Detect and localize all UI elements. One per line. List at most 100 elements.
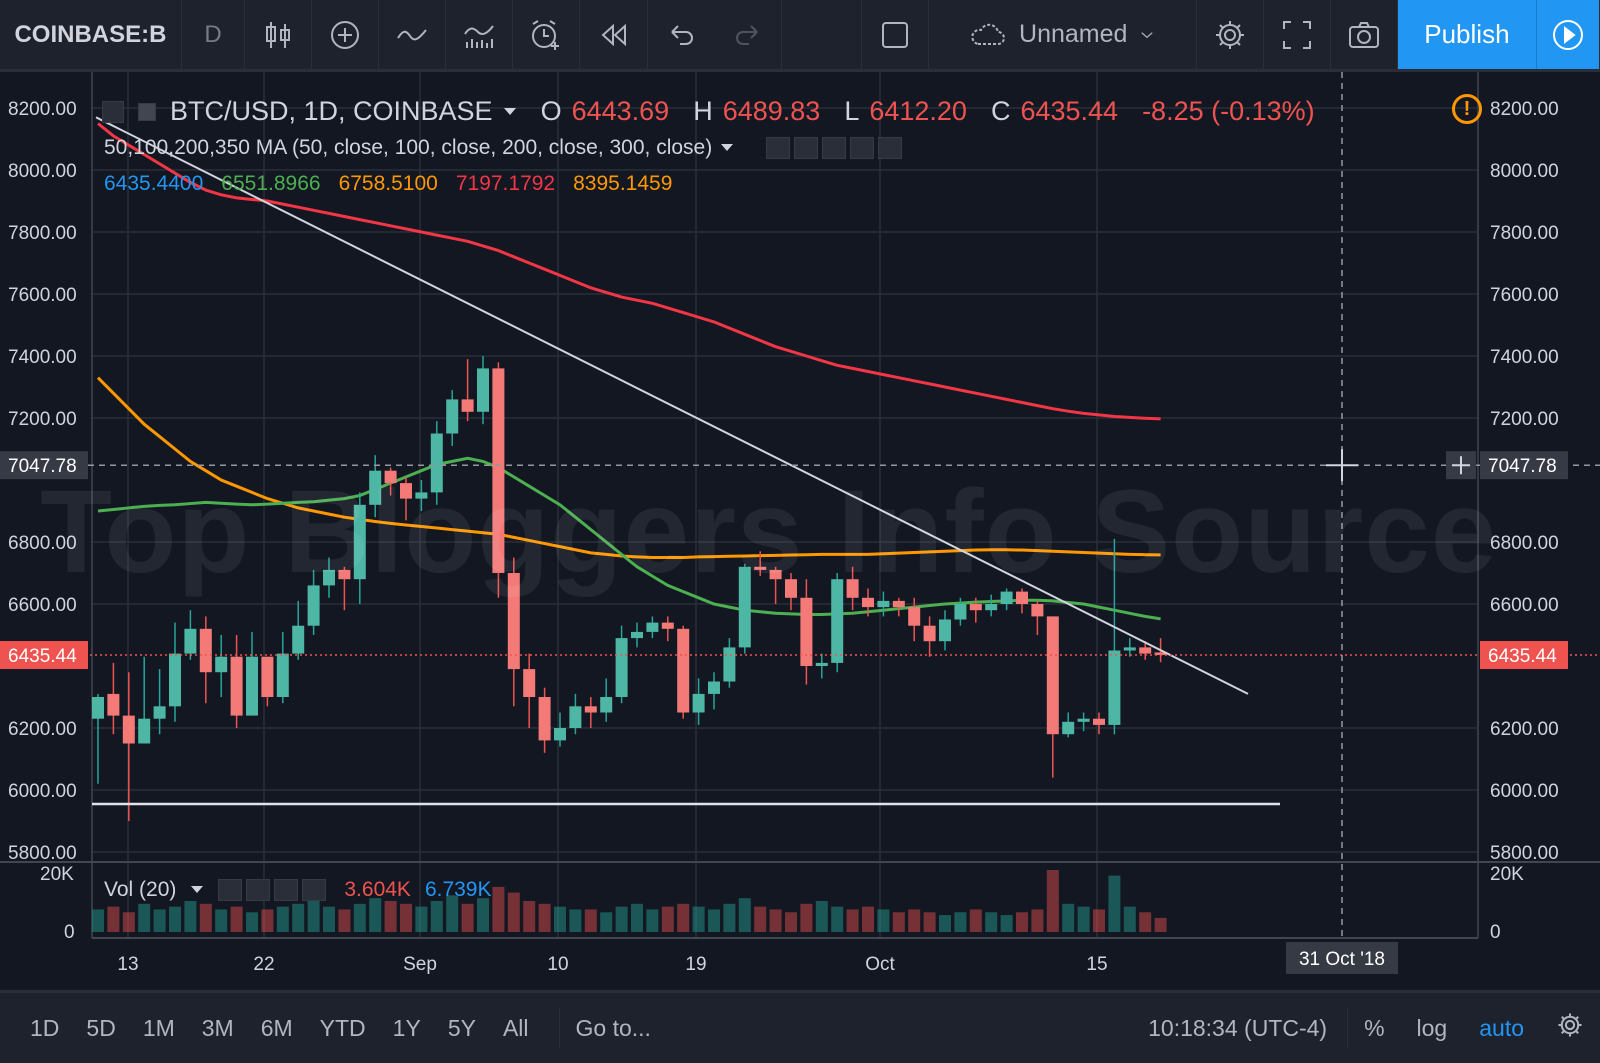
range-6m[interactable]: 6M — [260, 1014, 293, 1041]
chart-background — [0, 72, 1600, 990]
volume-bar — [523, 901, 536, 932]
range-3m[interactable]: 3M — [201, 1014, 234, 1041]
settings-button[interactable] — [1197, 0, 1264, 69]
chevron-down-icon[interactable] — [720, 143, 734, 153]
auto-toggle[interactable]: auto — [1479, 1014, 1524, 1041]
volume-bar — [384, 901, 397, 932]
candle-body — [430, 433, 443, 493]
range-all[interactable]: All — [502, 1014, 529, 1041]
ma-legend: 50,100,200,350 MA (50, close, 100, close… — [104, 136, 906, 160]
publish-button[interactable]: Publish — [1397, 0, 1537, 69]
collapse-icon[interactable] — [102, 100, 124, 123]
vol-value-2: 6.739K — [424, 878, 492, 901]
replay-button[interactable] — [580, 0, 648, 69]
source-icon[interactable] — [822, 137, 847, 160]
volume-bar — [692, 906, 705, 932]
indicators-button[interactable] — [379, 0, 447, 69]
candle-body — [769, 569, 782, 580]
range-1d[interactable]: 1D — [30, 1014, 60, 1041]
price-chart[interactable]: 8200.00 8200.00 8000.00 8000.00 7800.00 7800.… — [0, 72, 1600, 1002]
snapshot-button[interactable] — [1331, 0, 1398, 69]
price-tick-label-left: 6200.00 — [8, 719, 77, 740]
save-layout-button[interactable]: Unnamed — [929, 0, 1197, 69]
gear-icon[interactable] — [794, 137, 819, 160]
financials-button[interactable] — [446, 0, 514, 69]
percent-toggle[interactable]: % — [1364, 1014, 1385, 1041]
candle-body — [661, 622, 674, 629]
symbol-pair[interactable]: BTC/USD, 1D, COINBASE — [170, 96, 493, 126]
undo-button[interactable] — [648, 0, 715, 69]
symbol-search-button[interactable]: COINBASE:B — [0, 0, 182, 69]
plus-icon[interactable] — [850, 137, 875, 160]
vol-title[interactable]: Vol (20) — [104, 878, 177, 901]
candle-body — [415, 492, 428, 499]
layout-name: Unnamed — [1019, 20, 1128, 48]
cloud-icon — [971, 23, 1006, 45]
volume-tick-label-right: 0 — [1490, 922, 1501, 943]
alert-button[interactable] — [513, 0, 581, 69]
layout-select-button[interactable] — [862, 0, 929, 69]
candle-body — [292, 625, 305, 654]
last-price-badge-left — [0, 641, 88, 670]
price-tick-label-right: 7400.00 — [1490, 347, 1559, 368]
ma-200-line — [97, 122, 1161, 421]
volume-bar — [877, 909, 890, 932]
close-icon[interactable] — [302, 879, 327, 902]
start-stream-button[interactable] — [1536, 0, 1600, 69]
candle-body — [184, 628, 197, 654]
candle-body — [738, 566, 751, 648]
price-tick-label-right: 6000.00 — [1490, 781, 1559, 802]
volume-tick-label-right: 20K — [1490, 864, 1524, 885]
chevron-down-icon[interactable] — [190, 885, 204, 895]
candle-body — [1046, 616, 1059, 735]
range-1m[interactable]: 1M — [142, 1014, 175, 1041]
chart-area[interactable]: 8200.00 8200.00 8000.00 8000.00 7800.00 7800.… — [0, 72, 1600, 1002]
candle-body — [538, 697, 551, 741]
volume-bar — [1093, 909, 1105, 932]
price-tick-label-left: 6000.00 — [8, 781, 77, 802]
candle-body — [492, 368, 505, 573]
candle-body — [400, 483, 412, 499]
log-toggle[interactable]: log — [1416, 1014, 1448, 1041]
last-price-badge-right-text: 6435.44 — [1488, 646, 1557, 667]
volume-bar — [1108, 875, 1121, 932]
divider — [558, 1008, 560, 1048]
volume-bar — [569, 909, 582, 932]
candle-body — [122, 715, 135, 744]
eye-icon[interactable] — [766, 137, 791, 160]
range-5d[interactable]: 5D — [86, 1014, 116, 1041]
volume-bar — [276, 906, 289, 932]
range-5y[interactable]: 5Y — [447, 1014, 476, 1041]
volume-bar — [615, 906, 628, 932]
compare-button[interactable] — [312, 0, 380, 69]
goto-button[interactable]: Go to... — [575, 1014, 651, 1041]
clock[interactable]: 10:18:34 (UTC-4) — [1148, 1014, 1328, 1041]
range-ytd[interactable]: YTD — [319, 1014, 366, 1041]
eye-icon[interactable] — [218, 879, 243, 902]
volume-bar — [677, 903, 690, 932]
warning-icon[interactable]: ! — [1452, 94, 1482, 124]
range-1y[interactable]: 1Y — [392, 1014, 421, 1041]
gear-icon[interactable] — [246, 879, 271, 902]
candle-body — [615, 638, 628, 697]
volume-bar — [1046, 870, 1059, 932]
redo-button[interactable] — [715, 0, 782, 69]
fullscreen-button[interactable] — [1264, 0, 1331, 69]
chart-style-button[interactable] — [245, 0, 313, 69]
square-icon — [881, 21, 908, 48]
plus-icon[interactable] — [274, 879, 299, 902]
interval-button[interactable]: D — [182, 0, 246, 69]
close-icon[interactable] — [878, 137, 903, 160]
trend-line-drawing[interactable] — [95, 116, 1249, 695]
top-toolbar: COINBASE:B D Unnamed Publish — [0, 0, 1600, 72]
volume-bar — [353, 903, 366, 932]
chevron-down-icon[interactable] — [503, 107, 517, 117]
last-price-badge-left-text: 6435.44 — [8, 646, 77, 667]
candle-body — [862, 597, 874, 608]
chart-settings-button[interactable] — [1540, 1011, 1600, 1045]
volume-bar — [492, 886, 505, 932]
toolbar-spacer — [782, 0, 862, 69]
ma-title[interactable]: 50,100,200,350 MA (50, close, 100, close… — [104, 136, 713, 159]
vol-value-1: 3.604K — [344, 878, 411, 901]
candle-body — [107, 693, 120, 716]
